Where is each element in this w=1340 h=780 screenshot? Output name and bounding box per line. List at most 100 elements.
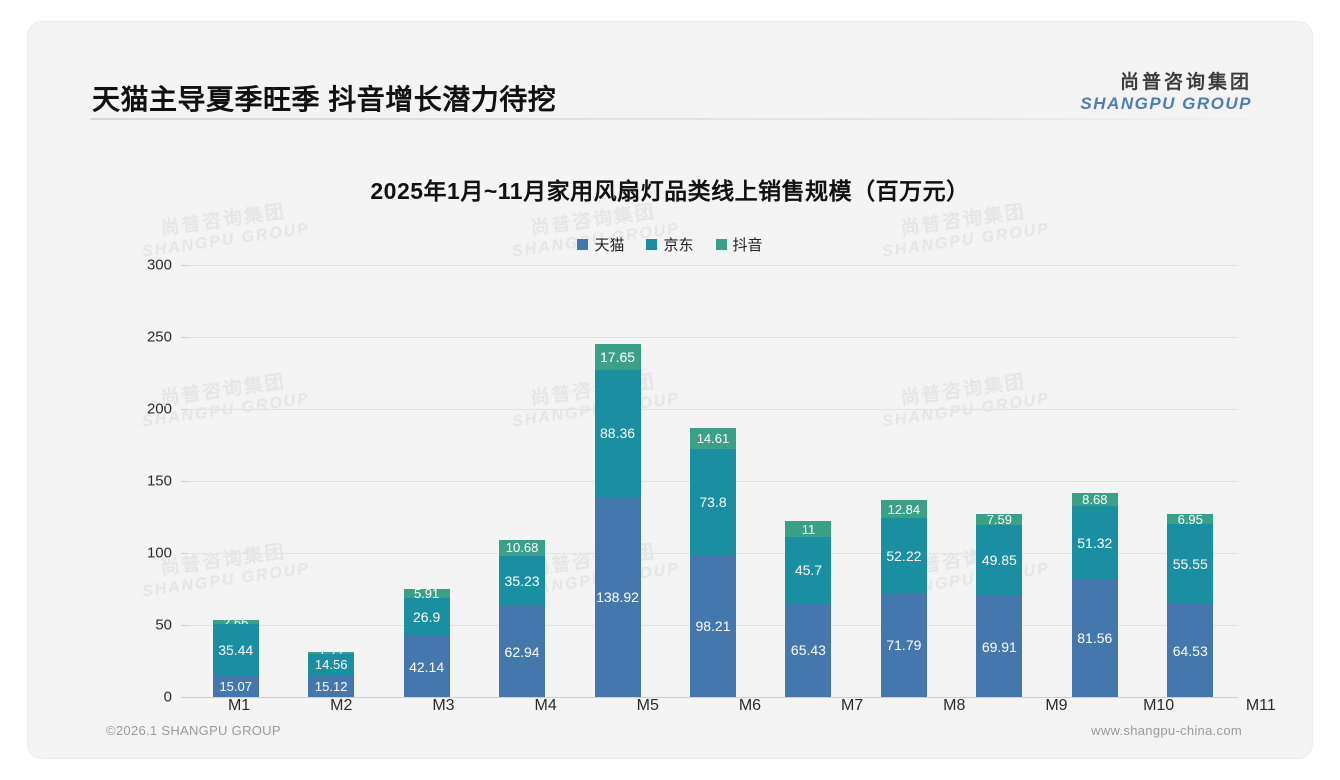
bar-stack: 5.91 26.9 42.14 bbox=[403, 587, 450, 697]
x-axis-label-M8: M8 bbox=[943, 697, 966, 714]
bar-stack: 12.84 52.22 71.79 bbox=[880, 499, 927, 697]
y-axis-tick-label: 150 bbox=[146, 472, 172, 490]
x-axis-label-M3: M3 bbox=[432, 697, 455, 714]
bar-segment-京东-M3[interactable]: 26.9 bbox=[403, 597, 450, 637]
y-axis-tickmark bbox=[181, 625, 188, 626]
bar-segment-天猫-M3[interactable]: 42.14 bbox=[403, 636, 450, 697]
chart-legend: 天猫 京东 抖音 bbox=[28, 234, 1312, 255]
grid-line bbox=[188, 697, 1238, 698]
bar-group-M5[interactable]: 17.65 88.36 138.92 bbox=[580, 265, 655, 697]
bar-group-M7[interactable]: 11 45.7 65.43 bbox=[771, 265, 846, 697]
legend-item-天猫[interactable]: 天猫 bbox=[577, 234, 624, 255]
x-axis-label-M7: M7 bbox=[841, 697, 864, 714]
bar-group-M4[interactable]: 10.68 35.23 62.94 bbox=[485, 265, 560, 697]
bar-stack: 14.61 73.8 98.21 bbox=[689, 428, 736, 697]
bar-group-M8[interactable]: 12.84 52.22 71.79 bbox=[867, 265, 942, 697]
slide-canvas: 尚普咨询集团 SHANGPU GROUP 尚普咨询集团 SHANGPU GROU… bbox=[28, 22, 1312, 758]
bar-group-M3[interactable]: 5.91 26.9 42.14 bbox=[389, 265, 464, 697]
bar-segment-京东-M8[interactable]: 52.22 bbox=[880, 518, 927, 594]
footer-copyright: ©2026.1 SHANGPU GROUP bbox=[106, 723, 281, 738]
grid-line bbox=[188, 265, 1238, 266]
bar-segment-抖音-M9[interactable]: 7.59 bbox=[976, 513, 1023, 526]
y-axis-tick-label: 200 bbox=[146, 400, 172, 418]
x-axis-label-M9: M9 bbox=[1045, 697, 1068, 714]
y-axis-tickmark bbox=[181, 337, 188, 338]
y-axis-tickmark bbox=[181, 265, 188, 266]
bar-stack: 6.95 55.55 64.53 bbox=[1167, 513, 1214, 697]
bar-group-M9[interactable]: 7.59 49.85 69.91 bbox=[962, 265, 1037, 697]
bar-segment-京东-M9[interactable]: 49.85 bbox=[976, 524, 1023, 597]
page-title: 天猫主导夏季旺季 抖音增长潜力待挖 bbox=[92, 84, 557, 115]
chart-plot-area: 300 250 200 150 100 50 0 2.66 35.44 15.07 1.77 14.… bbox=[128, 257, 1238, 706]
x-axis-labels: M1 M2 M3 M4 M5 M6 M7 M8 M9 M10 M11 bbox=[188, 697, 1312, 715]
bar-stack: 7.59 49.85 69.91 bbox=[976, 513, 1023, 697]
bar-segment-京东-M11[interactable]: 55.55 bbox=[1167, 524, 1214, 605]
y-axis-tickmark bbox=[181, 481, 188, 482]
x-axis-label-M10: M10 bbox=[1143, 697, 1175, 714]
y-axis-tickmark bbox=[181, 409, 188, 410]
bar-group-M6[interactable]: 14.61 73.8 98.21 bbox=[676, 265, 751, 697]
bar-segment-天猫-M2[interactable]: 15.12 bbox=[308, 675, 355, 697]
bar-segment-抖音-M8[interactable]: 12.84 bbox=[880, 499, 927, 519]
x-axis-label-M11: M11 bbox=[1245, 697, 1276, 714]
bar-segment-天猫-M10[interactable]: 81.56 bbox=[1071, 579, 1118, 697]
bar-group-M1[interactable]: 2.66 35.44 15.07 bbox=[198, 265, 273, 697]
bar-segment-抖音-M11[interactable]: 6.95 bbox=[1167, 513, 1214, 526]
legend-swatch-icon bbox=[715, 239, 727, 250]
bar-segment-京东-M6[interactable]: 73.8 bbox=[689, 449, 736, 556]
bar-segment-天猫-M11[interactable]: 64.53 bbox=[1167, 604, 1214, 697]
bar-group-M10[interactable]: 8.68 51.32 81.56 bbox=[1058, 265, 1133, 697]
bar-segment-天猫-M5[interactable]: 138.92 bbox=[594, 496, 641, 697]
bar-segment-天猫-M7[interactable]: 65.43 bbox=[785, 602, 832, 697]
footer-website[interactable]: www.shangpu-china.com bbox=[1091, 723, 1242, 738]
bar-stack: 2.66 35.44 15.07 bbox=[212, 616, 259, 697]
brand-logo-en: SHANGPU GROUP bbox=[1080, 93, 1252, 113]
bar-segment-京东-M2[interactable]: 14.56 bbox=[308, 654, 355, 676]
bar-segment-京东-M4[interactable]: 35.23 bbox=[499, 555, 546, 607]
bar-stack: 1.77 14.56 15.12 bbox=[308, 647, 355, 697]
y-axis-tick-label: 300 bbox=[146, 256, 172, 274]
bar-stack: 17.65 88.36 138.92 bbox=[594, 344, 641, 697]
x-axis-label-M5: M5 bbox=[636, 697, 659, 714]
slide-header: 天猫主导夏季旺季 抖音增长潜力待挖 尚普咨询集团 SHANGPU GROUP bbox=[28, 22, 1312, 118]
bar-segment-抖音-M3[interactable]: 5.91 bbox=[403, 587, 450, 599]
x-axis-label-M2: M2 bbox=[330, 697, 353, 714]
legend-label: 京东 bbox=[663, 237, 694, 254]
y-axis-tickmark bbox=[181, 553, 188, 554]
bar-segment-抖音-M7[interactable]: 11 bbox=[785, 521, 832, 537]
legend-swatch-icon bbox=[646, 239, 658, 250]
grid-line bbox=[188, 409, 1238, 410]
legend-item-京东[interactable]: 京东 bbox=[646, 234, 694, 255]
grid-line bbox=[188, 337, 1238, 338]
brand-logo: 尚普咨询集团 SHANGPU GROUP bbox=[1080, 72, 1252, 113]
bar-series-container: 2.66 35.44 15.07 1.77 14.56 15.12 5.91 26.9 42.1… bbox=[188, 265, 1238, 697]
bar-segment-抖音-M2[interactable]: 1.77 bbox=[308, 647, 355, 659]
bar-segment-京东-M7[interactable]: 45.7 bbox=[785, 536, 832, 603]
legend-swatch-icon bbox=[577, 239, 589, 250]
legend-item-抖音[interactable]: 抖音 bbox=[715, 234, 763, 255]
legend-label: 抖音 bbox=[732, 237, 763, 254]
bar-segment-天猫-M8[interactable]: 71.79 bbox=[880, 593, 927, 697]
bar-segment-抖音-M10[interactable]: 8.68 bbox=[1071, 493, 1118, 506]
bar-segment-抖音-M5[interactable]: 17.65 bbox=[594, 344, 641, 370]
bar-group-M2[interactable]: 1.77 14.56 15.12 bbox=[294, 265, 369, 697]
header-divider bbox=[90, 118, 1250, 120]
bar-segment-京东-M5[interactable]: 88.36 bbox=[594, 369, 641, 497]
bar-group-M11[interactable]: 6.95 55.55 64.53 bbox=[1153, 265, 1228, 697]
bar-segment-天猫-M1[interactable]: 15.07 bbox=[212, 675, 259, 697]
x-axis-label-M6: M6 bbox=[738, 697, 762, 714]
bar-segment-天猫-M9[interactable]: 69.91 bbox=[976, 596, 1023, 697]
bar-segment-京东-M10[interactable]: 51.32 bbox=[1071, 505, 1118, 580]
chart-title: 2025年1月~11月家用风扇灯品类线上销售规模（百万元） bbox=[370, 178, 970, 204]
y-axis-tick-label: 250 bbox=[146, 328, 172, 346]
bar-stack: 8.68 51.32 81.56 bbox=[1071, 493, 1118, 697]
bar-segment-抖音-M4[interactable]: 10.68 bbox=[499, 540, 546, 556]
bar-segment-天猫-M4[interactable]: 62.94 bbox=[499, 606, 546, 697]
bar-segment-抖音-M6[interactable]: 14.61 bbox=[689, 428, 736, 450]
y-axis: 300 250 200 150 100 50 0 bbox=[128, 257, 180, 706]
y-axis-tick-label: 0 bbox=[163, 688, 172, 706]
y-axis-tick-label: 50 bbox=[155, 616, 172, 634]
bar-segment-京东-M1[interactable]: 35.44 bbox=[212, 624, 259, 676]
y-axis-tickmark bbox=[181, 697, 188, 698]
bar-segment-天猫-M6[interactable]: 98.21 bbox=[689, 555, 736, 697]
